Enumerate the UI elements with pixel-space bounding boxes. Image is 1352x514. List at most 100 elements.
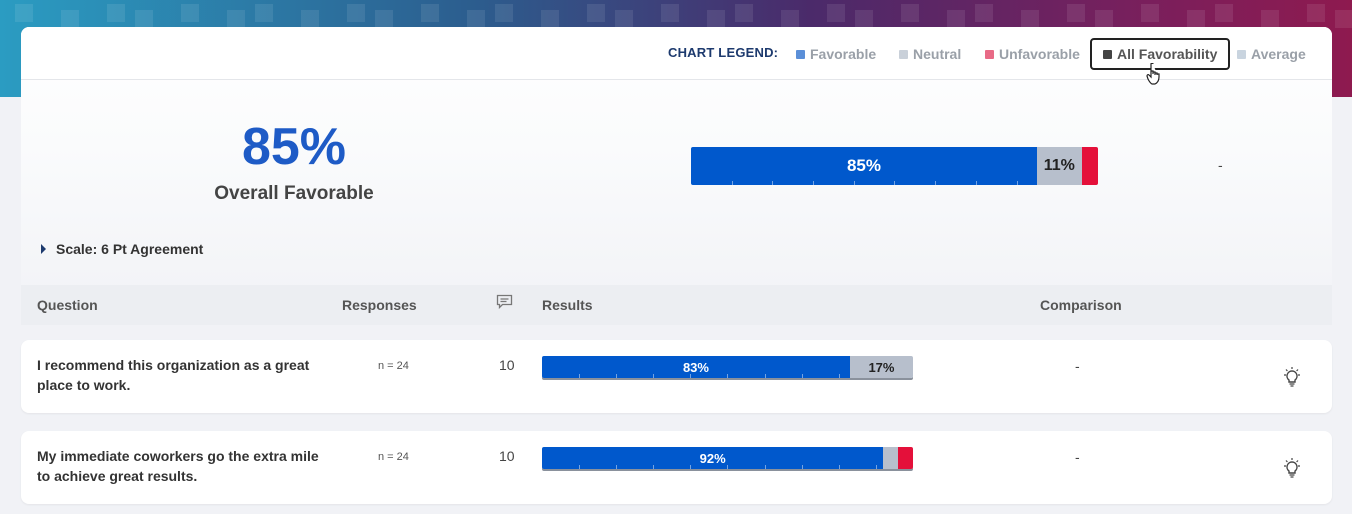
bar-tick	[616, 374, 618, 378]
banner-pattern-square	[1067, 4, 1085, 22]
bar-tick	[975, 181, 977, 185]
scale-toggle[interactable]: Scale: 6 Pt Agreement	[41, 241, 203, 257]
bar-tick	[579, 374, 581, 378]
neutral-segment	[883, 447, 899, 469]
banner-pattern-square	[1021, 10, 1039, 28]
bar-tick	[838, 465, 840, 469]
banner-pattern-square	[1215, 4, 1233, 22]
bar-tick	[935, 181, 937, 185]
bar-ticks	[691, 181, 1037, 185]
bar-tick	[653, 374, 655, 378]
bar-tick	[853, 181, 855, 185]
neutral-segment: 11%	[1036, 147, 1082, 185]
banner-pattern-square	[975, 4, 993, 22]
banner-pattern-square	[255, 4, 273, 22]
banner-pattern-square	[61, 10, 79, 28]
legend-favorable[interactable]: Favorable	[796, 46, 876, 62]
legend-favorable-label: Favorable	[810, 46, 877, 62]
summary-panel: CHART LEGEND: Favorable Neutral Unfavora…	[21, 27, 1332, 325]
response-count: n = 24	[378, 451, 409, 463]
banner-pattern-square	[947, 10, 965, 28]
legend-average[interactable]: Average	[1237, 46, 1306, 62]
banner-pattern-square	[541, 10, 559, 28]
legend-unfavorable[interactable]: Unfavorable	[985, 46, 1080, 62]
banner-pattern-square	[107, 4, 125, 22]
overall-favorable-label: Overall Favorable	[214, 183, 374, 204]
neutral-segment: 17%	[849, 356, 913, 378]
favorable-segment: 83%	[542, 356, 850, 378]
legend-neutral[interactable]: Neutral	[899, 46, 961, 62]
bar-tick	[653, 465, 655, 469]
neutral-swatch	[899, 50, 908, 59]
results-bar[interactable]: 92%	[542, 447, 913, 469]
banner-pattern-square	[1307, 4, 1325, 22]
bar-tick	[801, 465, 803, 469]
banner-pattern-square	[901, 4, 919, 22]
banner-pattern-square	[467, 10, 485, 28]
bar-tick	[764, 465, 766, 469]
banner-pattern-square	[587, 4, 605, 22]
results-bar[interactable]: 83% 17%	[542, 356, 913, 378]
legend-all-favorability-label: All Favorability	[1117, 46, 1218, 62]
bar-ticks	[542, 374, 850, 378]
question-text[interactable]: I recommend this organization as a great…	[37, 357, 310, 393]
legend-unfavorable-label: Unfavorable	[999, 46, 1080, 62]
banner-pattern-square	[1335, 10, 1352, 28]
bar-tick	[727, 374, 729, 378]
bar-tick	[764, 374, 766, 378]
chart-legend: CHART LEGEND: Favorable Neutral Unfavora…	[21, 27, 1332, 80]
question-row[interactable]: I recommend this organization as a great…	[21, 340, 1332, 413]
banner-pattern-square	[495, 4, 513, 22]
header-comparison[interactable]: Comparison	[1040, 297, 1122, 313]
favorable-segment: 92%	[542, 447, 884, 469]
bar-tick	[731, 181, 733, 185]
overall-favorable-percent: 85%	[241, 118, 347, 176]
comment-count[interactable]: 10	[499, 357, 515, 373]
banner-pattern-square	[421, 4, 439, 22]
favorable-segment-label: 83%	[682, 359, 709, 375]
overall-results-bar[interactable]: 85% 11%	[691, 147, 1098, 185]
bar-tick	[772, 181, 774, 185]
comment-icon[interactable]	[496, 294, 513, 312]
bar-tick	[616, 465, 618, 469]
bar-tick	[875, 465, 877, 469]
banner-pattern-square	[781, 10, 799, 28]
bar-tick	[579, 465, 581, 469]
unfavorable-segment	[1081, 147, 1098, 185]
bar-tick	[690, 465, 692, 469]
header-question[interactable]: Question	[37, 297, 98, 313]
comment-count[interactable]: 10	[499, 448, 515, 464]
bar-tick	[813, 181, 815, 185]
favorable-segment-label: 85%	[846, 156, 881, 175]
question-text[interactable]: My immediate coworkers go the extra mile…	[37, 448, 319, 484]
comparison-value: -	[1075, 358, 1080, 374]
all-favorability-swatch	[1103, 50, 1112, 59]
hand-cursor-icon	[1146, 62, 1162, 91]
legend-all-favorability[interactable]: All Favorability	[1090, 38, 1231, 70]
banner-pattern-square	[181, 4, 199, 22]
banner-pattern-square	[827, 4, 845, 22]
lightbulb-icon[interactable]	[1281, 366, 1303, 393]
response-count: n = 24	[378, 360, 409, 372]
question-row[interactable]: My immediate coworkers go the extra mile…	[21, 431, 1332, 504]
favorable-segment: 85%	[691, 147, 1037, 185]
neutral-segment-label: 17%	[868, 359, 895, 375]
favorable-segment-label: 92%	[699, 450, 726, 466]
average-swatch	[1237, 50, 1246, 59]
bar-ticks	[542, 465, 883, 469]
banner-pattern-square	[615, 10, 633, 28]
header-responses[interactable]: Responses	[342, 297, 417, 313]
table-header: Question Responses Results Comparison	[21, 285, 1332, 325]
banner-pattern-square	[1141, 4, 1159, 22]
unfavorable-segment	[898, 447, 913, 469]
bar-tick	[838, 374, 840, 378]
lightbulb-icon[interactable]	[1281, 457, 1303, 484]
banner-pattern-square	[707, 10, 725, 28]
banner-pattern-square	[661, 4, 679, 22]
overall-comparison: -	[1218, 157, 1223, 173]
banner-pattern-square	[1095, 10, 1113, 28]
header-results[interactable]: Results	[542, 297, 593, 313]
legend-average-label: Average	[1251, 46, 1306, 62]
scale-label: Scale: 6 Pt Agreement	[56, 241, 204, 257]
caret-right-icon	[41, 244, 46, 254]
